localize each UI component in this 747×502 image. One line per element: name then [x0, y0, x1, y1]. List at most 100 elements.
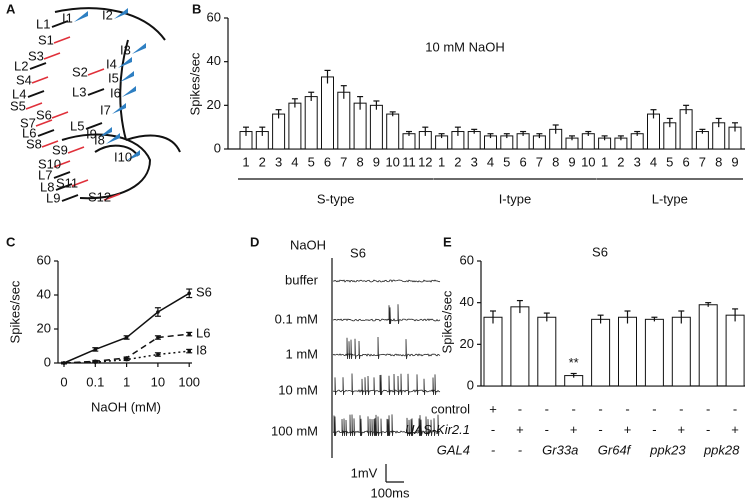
- sensillum-label: S5: [10, 98, 26, 113]
- row-label: control: [431, 401, 470, 416]
- sensillum-label: I2: [102, 7, 113, 22]
- stimulus-label: NaOH: [290, 237, 326, 252]
- x-tick-label: 2: [617, 154, 624, 169]
- sensillum-label: I5: [108, 70, 119, 85]
- row-cell: -: [518, 442, 523, 457]
- row-cell: -: [572, 401, 576, 416]
- point: [124, 335, 129, 340]
- row-cell: -: [491, 422, 495, 437]
- y-tick-label: 20: [37, 320, 51, 335]
- x-tick-label: 10: [151, 374, 165, 389]
- row-cell: -: [625, 401, 629, 416]
- trace: [332, 304, 441, 325]
- bar: [644, 318, 664, 387]
- panel-label: A: [6, 1, 16, 16]
- x-tick-label: 8: [715, 154, 722, 169]
- sensillum-label: I6: [110, 85, 121, 100]
- x-tick-label: 0: [60, 374, 67, 389]
- y-tick-label: 0: [467, 377, 474, 392]
- sensillum-label: S11: [56, 175, 78, 190]
- sensillum-label: S2: [72, 64, 88, 79]
- labellum-outline: [54, 7, 181, 200]
- panel-label: E: [443, 234, 452, 249]
- group-label: S-type: [317, 191, 355, 206]
- sensillum-marker: [122, 86, 136, 97]
- bar: [272, 113, 286, 150]
- row-label: UAS-Kir2.1: [405, 422, 470, 437]
- bar: [695, 131, 709, 150]
- y-tick-label: 0: [214, 140, 221, 155]
- scale-x-label: 100ms: [370, 485, 410, 500]
- x-tick-label: 8: [356, 154, 363, 169]
- trace: [332, 337, 441, 360]
- sensillum-marker: [120, 71, 134, 82]
- x-axis-label: NaOH (mM): [91, 399, 161, 414]
- bar: [516, 133, 530, 150]
- row-cell: +: [678, 422, 686, 437]
- bar: [679, 109, 693, 150]
- x-tick-label: 3: [634, 154, 641, 169]
- sensillum-label: S6: [36, 107, 52, 122]
- sensillum-label: I4: [106, 56, 117, 71]
- point: [93, 360, 98, 364]
- x-tick-label: 6: [682, 154, 689, 169]
- y-tick-label: 40: [460, 294, 474, 309]
- x-tick-label: 6: [519, 154, 526, 169]
- series-line: [63, 292, 190, 364]
- condition-label: 0.1 mM: [275, 311, 318, 326]
- bar: [353, 102, 367, 150]
- sensillum-marker: [35, 119, 53, 127]
- sensillum-marker: [118, 57, 132, 68]
- y-tick-label: 20: [207, 97, 221, 112]
- row-cell: -: [652, 401, 656, 416]
- x-tick-label: 3: [471, 154, 478, 169]
- bar: [618, 316, 637, 387]
- sensillum-label: L1: [36, 16, 50, 31]
- sensillum-label: S7: [20, 115, 36, 130]
- row-cell: -: [518, 401, 522, 416]
- sensillum-label: S12: [88, 189, 111, 204]
- y-tick-label: 60: [207, 9, 221, 24]
- scale-y-label: 1mV: [351, 465, 378, 480]
- x-tick-label: 4: [291, 154, 298, 169]
- condition-label: 100 mM: [271, 423, 318, 438]
- sensillum-marker: [27, 90, 45, 98]
- sensillum-marker: [41, 140, 59, 148]
- x-tick-label: 7: [699, 154, 706, 169]
- x-tick-label: 12: [418, 154, 432, 169]
- sensillum-label: I9: [86, 126, 97, 141]
- sensillum-marker: [61, 194, 79, 202]
- sensillum-marker: [71, 179, 89, 187]
- row-cell: -: [652, 422, 656, 437]
- row-cell: +: [516, 422, 524, 437]
- sensillum-marker: [85, 122, 103, 130]
- sensillum-label: S10: [38, 156, 61, 171]
- x-tick-label: 9: [568, 154, 575, 169]
- x-tick-label: 11: [402, 154, 416, 169]
- series-label: L6: [196, 326, 210, 341]
- row-cell: +: [489, 401, 497, 416]
- condition-label: 1 mM: [286, 346, 319, 361]
- y-axis-label: Spikes/sec: [7, 280, 22, 343]
- row-cell: -: [679, 401, 683, 416]
- x-tick-label: 10: [581, 154, 595, 169]
- bar: [304, 96, 318, 150]
- x-tick-label: 5: [503, 154, 510, 169]
- row-cell: ppk23: [649, 442, 686, 457]
- x-tick-label: 1: [438, 154, 445, 169]
- bar: [386, 113, 400, 150]
- x-tick-label: 5: [308, 154, 315, 169]
- row-cell: +: [570, 422, 578, 437]
- row-cell: -: [545, 401, 549, 416]
- y-axis-label: Spikes/sec: [439, 290, 454, 353]
- sensillum-marker: [25, 102, 43, 110]
- x-tick-label: 8: [552, 154, 559, 169]
- sensillum-marker: [98, 127, 112, 138]
- sensillum-label: L6: [22, 125, 36, 140]
- row-cell: -: [733, 401, 737, 416]
- x-tick-label: 10: [385, 154, 399, 169]
- sensillum-label: L2: [14, 58, 28, 73]
- x-tick-label: 1: [242, 154, 249, 169]
- sensillum-marker: [51, 111, 69, 119]
- sensillum-marker: [87, 68, 105, 76]
